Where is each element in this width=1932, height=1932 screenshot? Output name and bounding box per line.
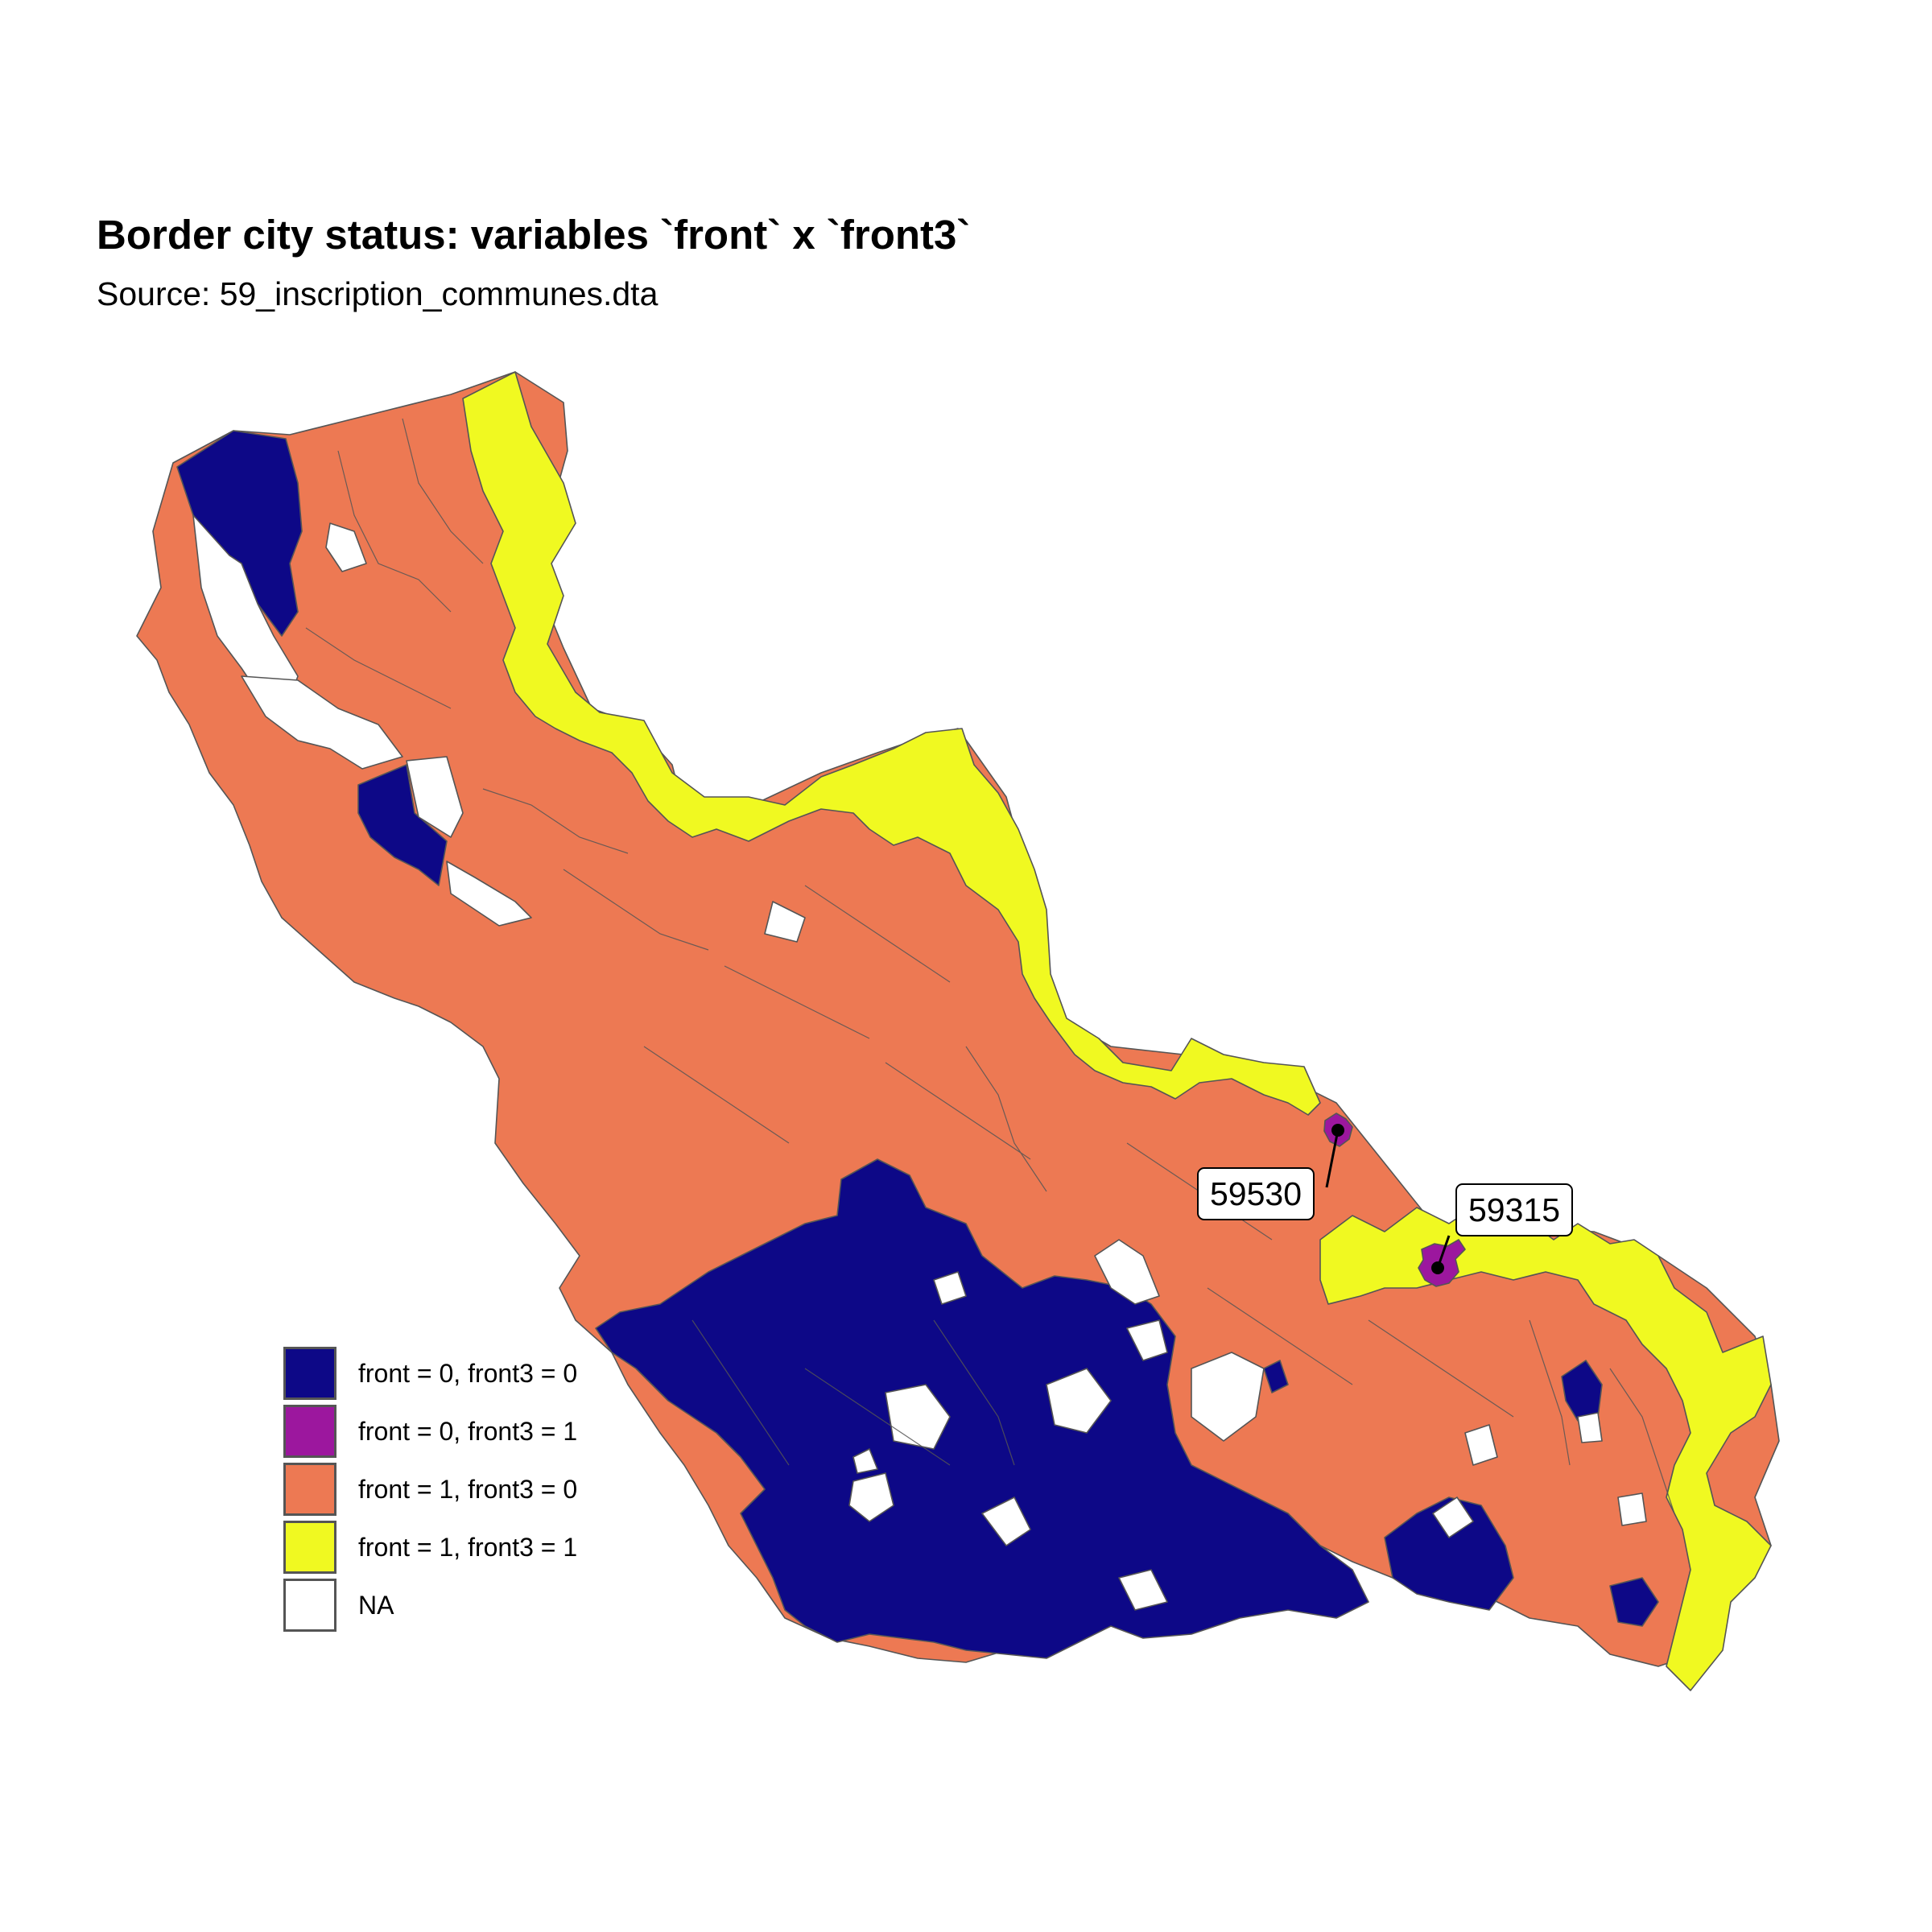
legend-label: front = 0, front3 = 0	[358, 1358, 578, 1388]
region-front0-front30-west	[357, 764, 448, 886]
region-na-19	[933, 1271, 967, 1305]
region-na-18	[1577, 1412, 1603, 1443]
legend-item: front = 1, front3 = 0	[283, 1460, 577, 1518]
region-na-14	[1432, 1496, 1474, 1538]
legend-swatch	[283, 1347, 336, 1400]
region-na-2	[241, 675, 403, 770]
region-na-3	[406, 756, 464, 838]
region-na-7	[1094, 1239, 1160, 1305]
region-na-5	[325, 522, 367, 572]
legend-swatch	[283, 1463, 336, 1516]
map-subtitle: Source: 59_inscription_communes.dta	[97, 275, 658, 312]
region-na-6	[764, 901, 806, 943]
legend-item: front = 1, front3 = 1	[283, 1518, 577, 1576]
legend-label: front = 0, front3 = 1	[358, 1416, 578, 1446]
legend-swatch	[283, 1405, 336, 1458]
region-front1-front31-north	[462, 371, 1321, 1116]
region-na-16	[1617, 1492, 1647, 1526]
region-na-13	[1126, 1319, 1168, 1361]
map-title: Border city status: variables `front` x …	[97, 212, 971, 258]
region-front0-front30-small	[1263, 1360, 1289, 1393]
legend-swatch	[283, 1521, 336, 1574]
legend-item: front = 0, front3 = 1	[283, 1402, 577, 1460]
legend: front = 0, front3 = 0 front = 0, front3 …	[283, 1344, 577, 1634]
region-na-20	[1118, 1569, 1168, 1611]
region-na-12	[981, 1496, 1031, 1546]
label-59530: 59530	[1197, 1167, 1315, 1220]
region-na-17	[852, 1448, 878, 1474]
region-na-4	[446, 861, 532, 927]
region-na-11	[848, 1472, 894, 1522]
legend-swatch	[283, 1579, 336, 1632]
legend-label: front = 1, front3 = 0	[358, 1474, 578, 1504]
region-front0-front30-se3	[1609, 1577, 1659, 1627]
region-front0-front30-se1	[1384, 1496, 1514, 1611]
region-na-8	[1191, 1352, 1265, 1442]
legend-label: NA	[358, 1590, 394, 1620]
legend-label: front = 1, front3 = 1	[358, 1532, 578, 1562]
region-na-10	[1046, 1368, 1112, 1434]
label-59315: 59315	[1455, 1183, 1574, 1236]
legend-item: front = 0, front3 = 0	[283, 1344, 577, 1402]
region-na-15	[1464, 1424, 1498, 1466]
legend-item: NA	[283, 1576, 577, 1634]
label-connectors	[1325, 1124, 1451, 1274]
